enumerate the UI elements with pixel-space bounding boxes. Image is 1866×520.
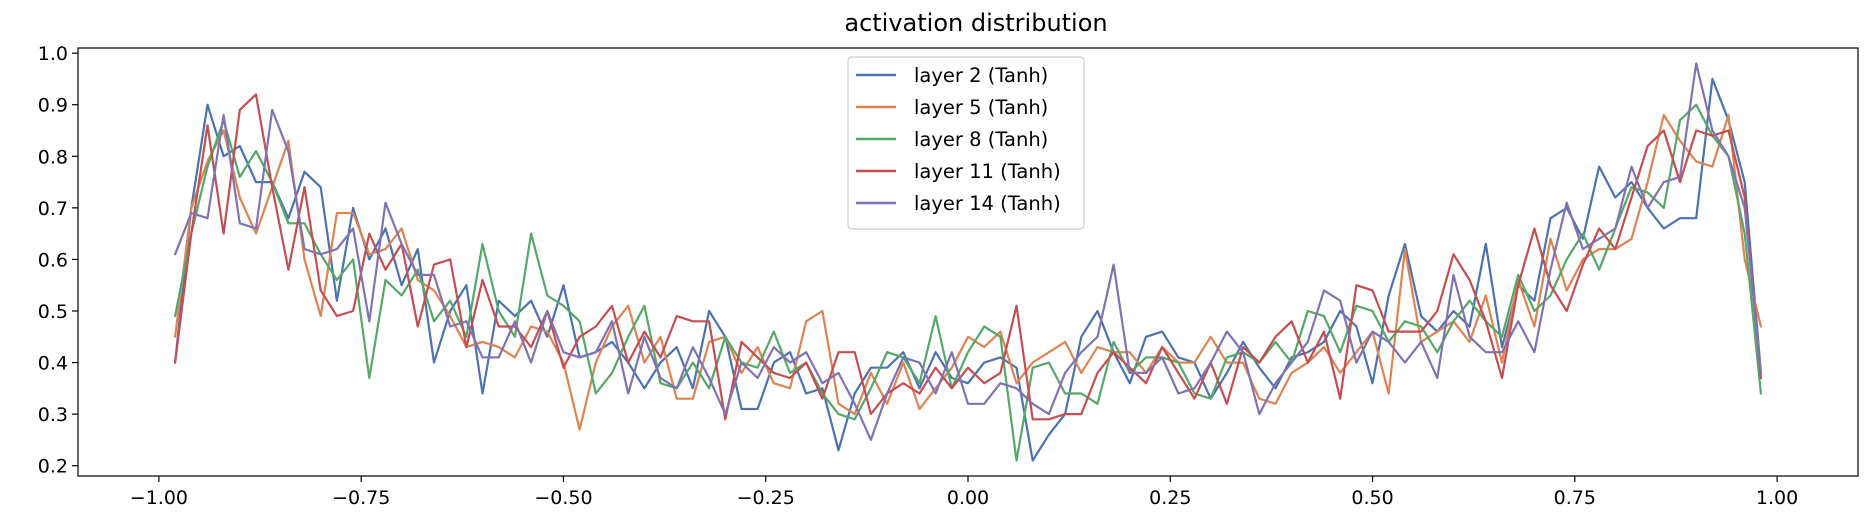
legend-box [847,56,1085,230]
legend-label-1: layer 5 (Tanh) [914,96,1048,119]
series-line-3 [174,93,1763,421]
x-tick-label: 0.75 [1554,487,1596,509]
y-tick-label: 0.2 [38,456,68,478]
y-tick-label: 0.8 [38,146,68,168]
legend-label-4: layer 14 (Tanh) [914,192,1061,215]
y-tick-label: 0.3 [38,404,68,426]
series-line-2 [174,103,1763,462]
legend-label-2: layer 8 (Tanh) [914,128,1048,151]
series-lines [174,62,1763,462]
y-tick-label: 0.9 [38,95,68,117]
chart-title: activation distribution [844,9,1107,37]
x-tick-label: 0.00 [947,487,989,509]
x-tick-label: 0.50 [1351,487,1393,509]
legend-label-0: layer 2 (Tanh) [914,64,1048,87]
series-line-4 [174,62,1763,441]
y-tick-label: 0.7 [38,198,68,220]
y-axis-ticks: 0.2 0.3 0.4 0.5 0.6 0.7 0.8 0.9 1.0 [38,43,78,478]
x-tick-label: 0.25 [1149,487,1191,509]
x-tick-label: 1.00 [1756,487,1798,509]
x-tick-label: −1.00 [130,487,188,509]
series-line-0 [174,77,1763,462]
series-line-1 [174,113,1763,431]
y-tick-label: 0.4 [38,353,68,375]
x-tick-label: −0.50 [534,487,592,509]
x-axis-ticks: −1.00 −0.75 −0.50 −0.25 0.00 0.25 0.50 0.75 1.00 [130,476,1798,509]
y-tick-label: 0.6 [38,249,68,271]
legend-label-3: layer 11 (Tanh) [914,160,1061,183]
plot-frame [77,47,1859,477]
legend: layer 2 (Tanh) layer 5 (Tanh) layer 8 (Tan… [847,56,1085,230]
y-tick-label: 1.0 [38,43,68,65]
x-tick-label: −0.25 [737,487,795,509]
y-tick-label: 0.5 [38,301,68,323]
x-tick-label: −0.75 [332,487,390,509]
